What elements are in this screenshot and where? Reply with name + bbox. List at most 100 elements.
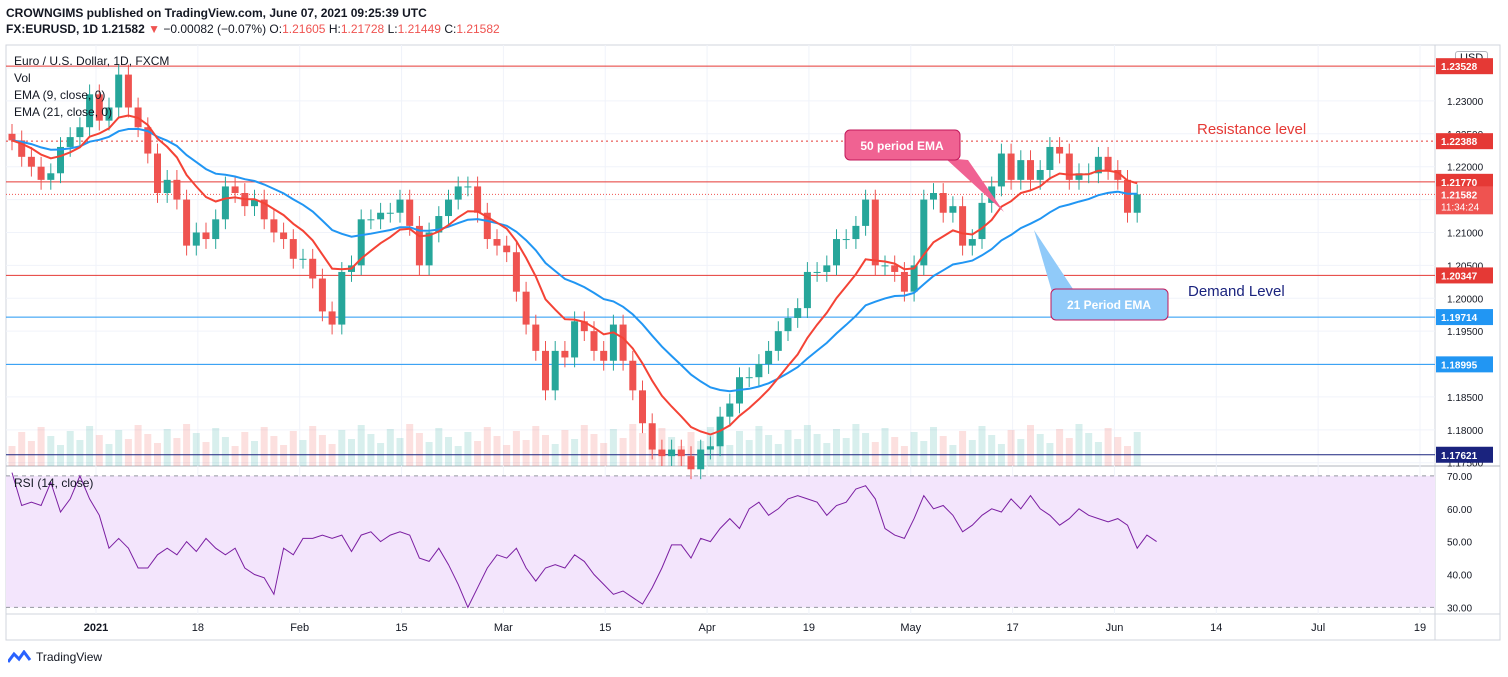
candle-body bbox=[1075, 173, 1083, 180]
rsi-band bbox=[6, 475, 1435, 608]
ema50-callout-box bbox=[844, 129, 961, 161]
candle-body bbox=[503, 245, 511, 253]
candle-body bbox=[930, 193, 937, 200]
candle-body bbox=[803, 271, 811, 309]
candle-body bbox=[978, 202, 986, 240]
price-tag bbox=[1436, 446, 1493, 463]
footer-brand[interactable]: TradingView bbox=[8, 650, 102, 664]
candle-body bbox=[959, 206, 967, 246]
candle-body bbox=[1036, 169, 1044, 180]
candle-body bbox=[881, 265, 889, 267]
time-tick-label: Apr bbox=[699, 622, 716, 634]
price-tag bbox=[1436, 267, 1493, 284]
candle-body bbox=[406, 199, 414, 226]
candle-body bbox=[425, 232, 433, 266]
candle-body bbox=[493, 239, 501, 246]
candle-body bbox=[629, 360, 637, 391]
candle-body bbox=[144, 127, 152, 154]
legend: Euro / U.S. Dollar, 1D, FXCM Vol EMA (9,… bbox=[14, 53, 169, 121]
volume-bar bbox=[881, 428, 889, 466]
price-tick-label: 1.18000 bbox=[1447, 426, 1484, 437]
volume-bar bbox=[396, 438, 404, 466]
time-tick-label: 15 bbox=[599, 622, 611, 634]
header: CROWNGIMS published on TradingView.com, … bbox=[6, 5, 500, 37]
candle-body bbox=[37, 166, 45, 180]
volume-bar bbox=[357, 425, 365, 466]
volume-bar bbox=[503, 445, 511, 466]
candle-body bbox=[309, 258, 317, 279]
candle-body bbox=[794, 308, 802, 318]
rsi-tick-label: 50.00 bbox=[1447, 538, 1472, 549]
volume-bar bbox=[920, 441, 928, 466]
volume-bar bbox=[609, 429, 617, 466]
candle-body bbox=[871, 199, 879, 266]
rsi-tick-label: 70.00 bbox=[1447, 472, 1472, 483]
volume-bar bbox=[1094, 442, 1102, 466]
candle-body bbox=[192, 232, 200, 246]
candle-body bbox=[57, 146, 64, 174]
ema21-label: EMA (21, close, 0) bbox=[14, 105, 113, 119]
volume-bar bbox=[221, 437, 229, 466]
candle-body bbox=[251, 199, 258, 207]
rsi-label: RSI (14, close) bbox=[14, 476, 94, 490]
candle-body bbox=[542, 350, 549, 391]
tradingview-logo-icon bbox=[8, 650, 32, 663]
volume-bar bbox=[1056, 429, 1064, 466]
candle-body bbox=[532, 324, 540, 351]
candle-body bbox=[299, 258, 307, 260]
volume-bar bbox=[590, 434, 598, 466]
price-tag-label: 1.19714 bbox=[1441, 313, 1478, 324]
annotations: Resistance level Demand Level 50 period EM… bbox=[844, 121, 1306, 321]
candle-body bbox=[464, 186, 472, 188]
volume-bar bbox=[1007, 430, 1015, 466]
time-tick-label: 17 bbox=[1006, 622, 1018, 634]
volume-bar bbox=[134, 425, 142, 466]
candle-body bbox=[328, 311, 336, 325]
volume-bar bbox=[95, 435, 103, 466]
symbol: FX:EURUSD, 1D bbox=[6, 22, 99, 36]
volume-bar bbox=[37, 427, 45, 466]
publisher-line: CROWNGIMS published on TradingView.com, … bbox=[6, 6, 427, 20]
ema50-callout-label: 50 period EMA bbox=[860, 139, 944, 153]
candle-body bbox=[1133, 194, 1141, 213]
volume-bar bbox=[435, 428, 443, 466]
vol-label: Vol bbox=[14, 71, 31, 85]
time-tick-label: 18 bbox=[192, 622, 204, 634]
time-tick-label: Mar bbox=[494, 622, 513, 634]
candle-body bbox=[415, 225, 423, 266]
price-tick-label: 1.18500 bbox=[1447, 393, 1484, 404]
volume-bar bbox=[803, 425, 811, 466]
candle-body bbox=[221, 186, 229, 220]
price-tag bbox=[1436, 58, 1493, 75]
ema21-line bbox=[11, 127, 1138, 393]
candle-body bbox=[1065, 153, 1073, 180]
candle-body bbox=[745, 377, 753, 379]
time-tick-label: 15 bbox=[395, 622, 407, 634]
volume-bar bbox=[464, 432, 472, 466]
candle-body bbox=[784, 317, 792, 332]
volume-bar bbox=[367, 434, 375, 466]
volume-bar bbox=[454, 446, 462, 466]
candle-body bbox=[173, 179, 181, 200]
change-down-icon: ▼ bbox=[148, 22, 160, 36]
last-price-tag bbox=[1436, 186, 1493, 215]
volume-bar bbox=[1027, 425, 1034, 466]
candle-body bbox=[1094, 156, 1102, 174]
volume-bar bbox=[833, 429, 840, 466]
price-tag-label: 1.23528 bbox=[1441, 62, 1478, 73]
ema21-callout-box bbox=[1050, 288, 1169, 321]
volume-bar bbox=[949, 445, 957, 466]
candle-body bbox=[357, 219, 365, 266]
volume-bar bbox=[1133, 432, 1141, 466]
candle-body bbox=[260, 199, 268, 220]
candle-body bbox=[862, 199, 870, 226]
volume-bar bbox=[8, 446, 16, 466]
candle-body bbox=[1056, 146, 1064, 154]
price-tag-label: 1.18995 bbox=[1441, 360, 1478, 371]
candle-body bbox=[27, 156, 35, 167]
volume-bar bbox=[86, 426, 94, 466]
volume-bar bbox=[580, 425, 588, 466]
volume-bar bbox=[571, 439, 579, 466]
candle-body bbox=[338, 271, 346, 325]
